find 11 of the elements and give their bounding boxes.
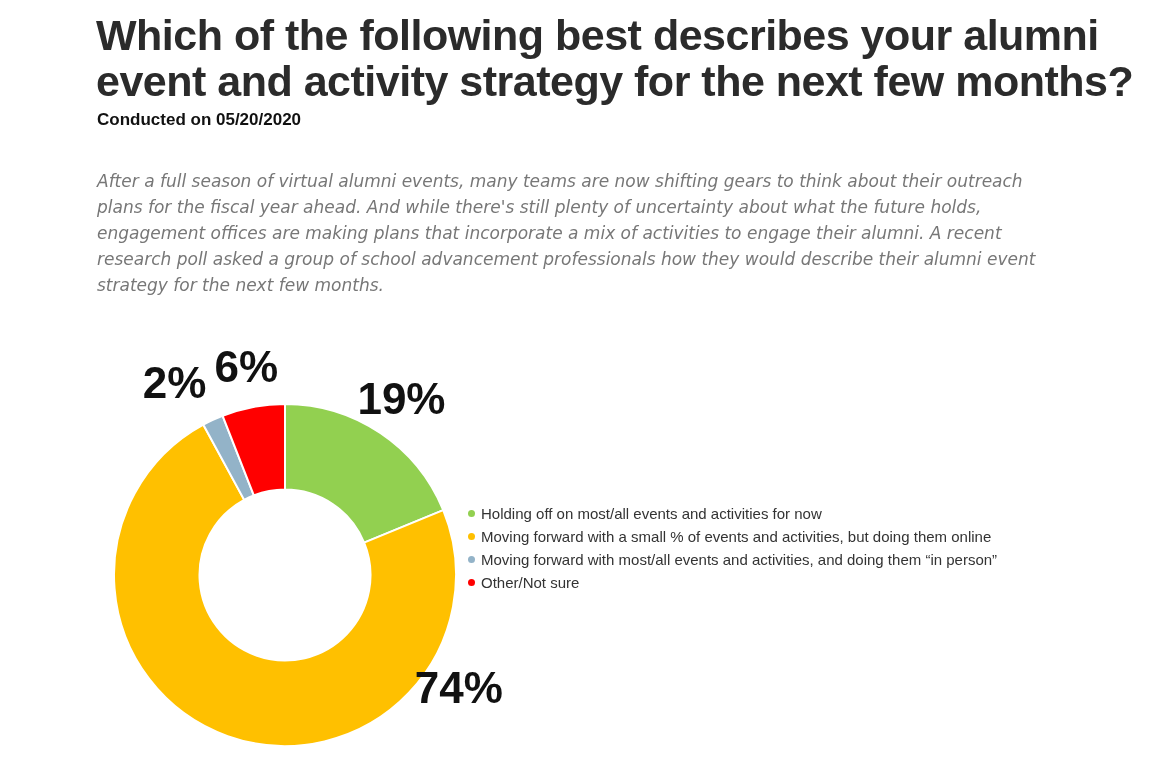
chart-title: Which of the following best describes your alumni event and activity strategy for the next few months? — [96, 11, 1135, 105]
legend-label: Other/Not sure — [481, 573, 580, 593]
text: After a full season of virtual alumni events, many teams are now shifting gears to think about their outreach plans for the fiscal year ahead. And while there's still plenty of uncertainty about what the future holds, engagement offices are making plans that incorporate a mix of activities to engage their alumni. A recent research poll asked a group of school advancement professionals how they would describe their alumni event strategy for the next few months. — [97, 170, 1037, 297]
data-label: 74% — [414, 663, 503, 713]
legend-label: Moving forward with most/all events and activities, and doing them “in person” — [481, 550, 998, 570]
chart-subtitle: Conducted on 05/20/2020 — [97, 110, 302, 130]
legend-label: Moving forward with a small % of events and activities, but doing them online — [481, 527, 992, 547]
legend-label: Holding off on most/all events and activities for now — [481, 504, 822, 524]
data-label: 19% — [357, 373, 446, 423]
data-label: 6% — [214, 341, 279, 391]
data-label: 2% — [142, 357, 207, 407]
